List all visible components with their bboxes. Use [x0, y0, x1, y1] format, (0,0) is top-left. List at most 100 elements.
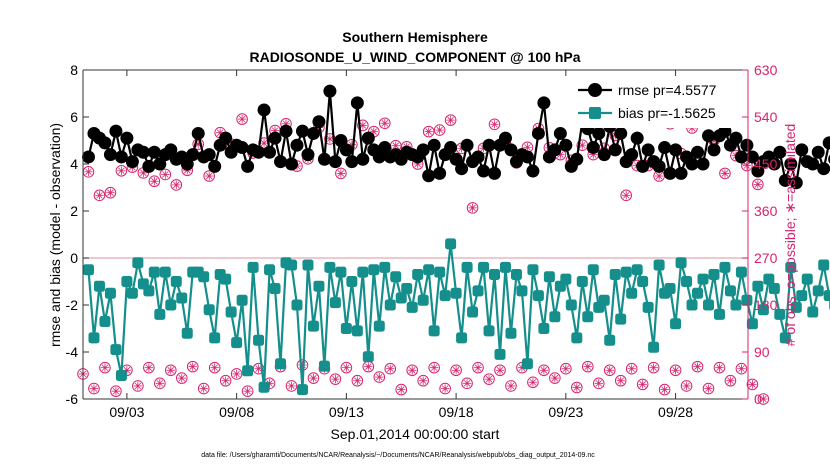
rmse-point: [817, 162, 830, 175]
rmse-point: [625, 148, 638, 161]
rmse-point: [521, 150, 534, 163]
obs-marker: [374, 372, 385, 383]
bias-point: [116, 371, 126, 381]
obs-marker: [714, 362, 725, 373]
obs-marker: [648, 362, 659, 373]
obs-marker: [155, 378, 166, 389]
rmse-point: [669, 143, 682, 156]
bias-point: [797, 291, 807, 301]
bias-point: [561, 274, 571, 284]
rmse-point: [537, 96, 550, 109]
bias-point: [583, 312, 593, 322]
rmse-point: [642, 143, 655, 156]
rmse-point: [82, 150, 95, 163]
bias-point: [577, 277, 587, 287]
obs-marker: [176, 373, 187, 384]
bias-point: [451, 288, 461, 298]
bias-point: [182, 328, 192, 338]
bias-point: [720, 262, 730, 272]
rmse-point: [587, 141, 600, 154]
bias-point: [204, 305, 214, 315]
obs-marker: [105, 187, 116, 198]
bias-point: [259, 382, 269, 392]
bias-point: [495, 349, 505, 359]
obs-marker: [363, 361, 374, 372]
rmse-point: [356, 153, 369, 166]
bias-point: [566, 300, 576, 310]
obs-marker: [242, 386, 253, 397]
bias-point: [226, 307, 236, 317]
rmse-point: [290, 139, 303, 152]
obs-marker: [116, 165, 127, 176]
legend-bias-label: bias pr=-1.5625: [618, 105, 716, 121]
obs-marker: [720, 168, 731, 179]
bias-point: [813, 286, 823, 296]
bias-point: [358, 267, 368, 277]
bias-point: [435, 267, 445, 277]
rmse-point: [488, 167, 501, 180]
bias-point: [133, 258, 143, 268]
bias-point: [83, 265, 93, 275]
obs-marker: [220, 375, 231, 386]
obs-marker: [528, 377, 539, 388]
bias-point: [627, 288, 637, 298]
legend-rmse-marker: [588, 83, 602, 97]
obs-marker: [165, 365, 176, 376]
obs-marker: [467, 203, 478, 214]
bias-point: [544, 272, 554, 282]
obs-marker: [83, 167, 94, 178]
obs-marker: [396, 384, 407, 395]
bias-point: [616, 314, 626, 324]
bias-point: [391, 272, 401, 282]
bias-point: [380, 262, 390, 272]
obs-marker: [670, 365, 681, 376]
y2-tick-label: 540: [754, 109, 778, 125]
x-axis-label: Sep.01,2014 00:00:00 start: [331, 426, 500, 442]
bias-point: [303, 260, 313, 270]
bias-point: [292, 300, 302, 310]
obs-marker: [440, 383, 451, 394]
bias-point: [429, 326, 439, 336]
bias-point: [111, 345, 121, 355]
bias-point: [248, 262, 258, 272]
rmse-point: [532, 127, 545, 140]
y2-tick-label: 270: [754, 250, 778, 266]
y-tick-label: 8: [70, 62, 78, 78]
obs-marker: [582, 361, 593, 372]
obs-marker: [308, 373, 319, 384]
bias-point: [127, 288, 137, 298]
obs-marker: [434, 125, 445, 136]
rmse-point: [296, 125, 309, 138]
rmse-point: [186, 148, 199, 161]
rmse-point: [477, 165, 490, 178]
obs-marker: [352, 375, 363, 386]
y2-tick-label: 90: [754, 344, 770, 360]
rmse-point: [592, 127, 605, 140]
bias-point: [347, 277, 357, 287]
bias-point: [479, 262, 489, 272]
bias-point: [621, 267, 631, 277]
obs-marker: [736, 363, 747, 374]
bias-point: [265, 265, 275, 275]
bias-point: [742, 295, 752, 305]
obs-marker: [418, 375, 429, 386]
x-tick-label: 09/03: [109, 404, 144, 420]
rmse-point: [570, 153, 583, 166]
y-tick-label: -2: [66, 297, 79, 313]
y2-tick-label: 180: [754, 297, 778, 313]
bias-point: [160, 267, 170, 277]
bias-point: [166, 300, 176, 310]
y2-tick-label: 360: [754, 203, 778, 219]
bias-point: [528, 265, 538, 275]
bias-point: [199, 272, 209, 282]
y-tick-label: -6: [66, 391, 79, 407]
rmse-point: [208, 160, 221, 173]
bias-point: [819, 260, 829, 270]
obs-marker: [550, 373, 561, 384]
bias-point: [643, 302, 653, 312]
obs-marker: [489, 119, 500, 130]
bias-point: [330, 298, 340, 308]
rmse-point: [707, 143, 720, 156]
rmse-point: [461, 139, 474, 152]
